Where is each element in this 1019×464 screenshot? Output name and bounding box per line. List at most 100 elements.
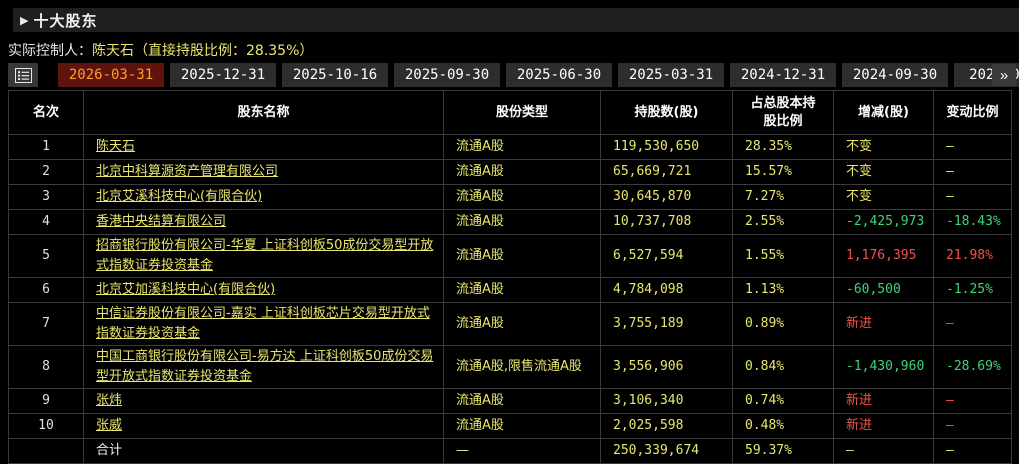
- change-shares-cell: 新进: [833, 302, 934, 346]
- date-tab[interactable]: 2025-06-30: [506, 63, 612, 87]
- date-tab[interactable]: 2025-12-31: [170, 63, 276, 87]
- share-type-cell: 流通A股: [443, 159, 601, 185]
- rank-cell: 3: [8, 184, 84, 210]
- total-row: 合计 —250,339,674 59.37% — —: [8, 438, 1012, 464]
- date-tab[interactable]: 2025-03-31: [618, 63, 724, 87]
- shareholder-name-cell: 招商银行股份有限公司-华夏 上证科创板50成份交易型开放式指数证券投资基金: [83, 234, 444, 278]
- shareholder-row: 6 北京艾加溪科技中心(有限合伙) 流通A股 4,784,098 1.13% -60,50…: [8, 277, 1012, 303]
- shares-held-cell: 4,784,098: [600, 277, 733, 303]
- change-pct-cell: —: [933, 134, 1012, 160]
- shareholder-link[interactable]: 北京艾溪科技中心(有限合伙): [96, 189, 263, 204]
- holding-pct-cell: 15.57%: [732, 159, 834, 185]
- change-shares-cell: -1,430,960: [833, 345, 934, 389]
- share-type-cell: 流通A股: [443, 184, 601, 210]
- shareholder-link[interactable]: 招商银行股份有限公司-华夏 上证科创板50成份交易型开放式指数证券投资基金: [96, 238, 434, 273]
- collapse-arrow-icon[interactable]: ▶: [20, 13, 29, 27]
- controller-label: 实际控制人：: [8, 43, 92, 59]
- shareholder-name-cell: 张炜: [83, 388, 444, 414]
- rank-cell: [8, 438, 84, 464]
- shareholder-name-cell: 张威: [83, 413, 444, 439]
- shareholder-row: 2 北京中科算源资产管理有限公司 流通A股 65,669,721 15.57% 不变 —: [8, 159, 1012, 185]
- change-shares-cell: 1,176,395: [833, 234, 934, 278]
- shareholder-link[interactable]: 陈天石: [96, 139, 136, 154]
- holding-pct-cell: 7.27%: [732, 184, 834, 210]
- shareholder-link[interactable]: 中信证券股份有限公司-嘉实 上证科创板芯片交易型开放式指数证券投资基金: [96, 306, 430, 341]
- share-type-cell: 流通A股: [443, 413, 601, 439]
- change-shares-cell: 不变: [833, 184, 934, 210]
- shares-held-cell: 6,527,594: [600, 234, 733, 278]
- change-pct-cell: —: [933, 302, 1012, 346]
- share-type-cell: 流通A股: [443, 277, 601, 303]
- date-tab[interactable]: 2025-10-16: [282, 63, 388, 87]
- shareholder-link[interactable]: 北京中科算源资产管理有限公司: [96, 164, 279, 179]
- section-header: ▶ 十大股东: [13, 8, 1019, 32]
- date-tab-bar: 2026-03-31 2025-12-31 2025-10-16 2025-09-30…: [8, 63, 1019, 87]
- shareholder-link[interactable]: 北京艾加溪科技中心(有限合伙): [96, 282, 276, 297]
- column-header: 持股数(股): [600, 90, 733, 135]
- change-shares-cell: 新进: [833, 413, 934, 439]
- shareholder-name-cell: 陈天石: [83, 134, 444, 160]
- list-view-button[interactable]: [8, 63, 38, 87]
- change-pct-cell: -28.69%: [933, 345, 1012, 389]
- shares-held-cell: 3,755,189: [600, 302, 733, 346]
- holding-pct-cell: 0.74%: [732, 388, 834, 414]
- shares-held-cell: 3,106,340: [600, 388, 733, 414]
- date-tab[interactable]: 2025-09-30: [394, 63, 500, 87]
- shareholder-link[interactable]: 中国工商银行股份有限公司-易方达 上证科创板50成份交易型开放式指数证券投资基金: [96, 349, 434, 384]
- holding-pct-cell: 2.55%: [732, 209, 834, 235]
- share-type-cell: 流通A股: [443, 134, 601, 160]
- change-pct-cell: —: [933, 438, 1012, 464]
- controller-value: 陈天石（直接持股比例：28.35%）: [92, 43, 314, 59]
- column-header: 股份类型: [443, 90, 601, 135]
- holding-pct-cell: 1.13%: [732, 277, 834, 303]
- section-title: 十大股东: [33, 11, 98, 30]
- share-type-cell: —: [443, 438, 601, 464]
- actual-controller-line: 实际控制人：陈天石（直接持股比例：28.35%）: [8, 40, 313, 60]
- change-pct-cell: -18.43%: [933, 209, 1012, 235]
- rank-cell: 10: [8, 413, 84, 439]
- shareholder-row: 5 招商银行股份有限公司-华夏 上证科创板50成份交易型开放式指数证券投资基金 流通…: [8, 234, 1012, 278]
- shareholder-name-cell: 香港中央结算有限公司: [83, 209, 444, 235]
- column-header: 名次: [8, 90, 84, 135]
- date-tab[interactable]: 2026-03-31: [58, 63, 164, 87]
- holding-pct-cell: 0.84%: [732, 345, 834, 389]
- change-pct-cell: -1.25%: [933, 277, 1012, 303]
- shares-held-cell: 2,025,598: [600, 413, 733, 439]
- shareholder-row: 10 张威 流通A股 2,025,598 0.48% 新进 —: [8, 413, 1012, 439]
- shares-held-cell: 119,530,650: [600, 134, 733, 160]
- change-shares-cell: 新进: [833, 388, 934, 414]
- date-tab[interactable]: 2024-12-31: [730, 63, 836, 87]
- shareholder-name-cell: 北京艾加溪科技中心(有限合伙): [83, 277, 444, 303]
- share-type-cell: 流通A股,限售流通A股: [443, 345, 601, 389]
- holding-pct-cell: 0.89%: [732, 302, 834, 346]
- shares-held-cell: 250,339,674: [600, 438, 733, 464]
- shareholder-name-cell: 合计: [83, 438, 444, 464]
- share-type-cell: 流通A股: [443, 234, 601, 278]
- rank-cell: 2: [8, 159, 84, 185]
- rank-cell: 6: [8, 277, 84, 303]
- rank-cell: 5: [8, 234, 84, 278]
- change-pct-cell: —: [933, 413, 1012, 439]
- shareholder-link[interactable]: 香港中央结算有限公司: [96, 214, 227, 229]
- column-header: 增减(股): [833, 90, 934, 135]
- list-icon: [14, 67, 32, 83]
- holding-pct-cell: 0.48%: [732, 413, 834, 439]
- change-shares-cell: 不变: [833, 159, 934, 185]
- change-shares-cell: -60,500: [833, 277, 934, 303]
- share-type-cell: 流通A股: [443, 302, 601, 346]
- shareholder-name-cell: 北京艾溪科技中心(有限合伙): [83, 184, 444, 210]
- date-tab[interactable]: 2024-09-30: [842, 63, 948, 87]
- rank-cell: 9: [8, 388, 84, 414]
- change-shares-cell: —: [833, 438, 934, 464]
- holding-pct-cell: 28.35%: [732, 134, 834, 160]
- share-type-cell: 流通A股: [443, 388, 601, 414]
- more-dates-button[interactable]: »: [992, 64, 1016, 86]
- shareholder-link[interactable]: 张炜: [96, 393, 123, 408]
- column-header: 股东名称: [83, 90, 444, 135]
- change-pct-cell: —: [933, 159, 1012, 185]
- shareholder-link[interactable]: 张威: [96, 418, 123, 433]
- shareholder-row: 3 北京艾溪科技中心(有限合伙) 流通A股 30,645,870 7.27% 不变 —: [8, 184, 1012, 210]
- shareholder-row: 8 中国工商银行股份有限公司-易方达 上证科创板50成份交易型开放式指数证券投资基…: [8, 345, 1012, 389]
- rank-cell: 1: [8, 134, 84, 160]
- shareholder-row: 4 香港中央结算有限公司 流通A股 10,737,708 2.55% -2,425,973…: [8, 209, 1012, 235]
